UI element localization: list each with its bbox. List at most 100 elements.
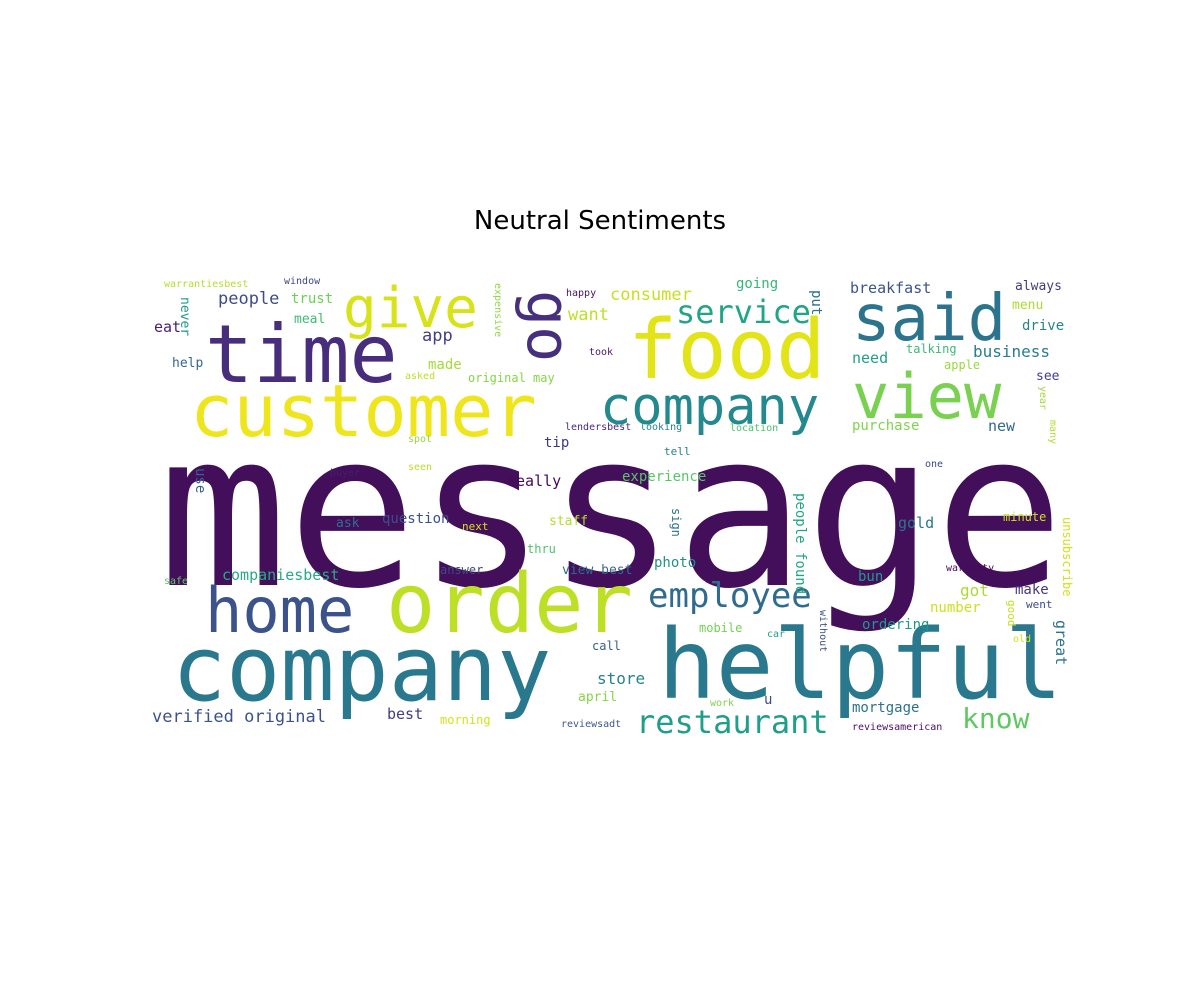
word-thru: thru (527, 542, 556, 556)
word-sign: sign (669, 508, 683, 537)
word-minute: minute (1003, 510, 1046, 524)
word-window: window (284, 276, 321, 287)
word-company: company (600, 377, 819, 437)
word-spot: spot (408, 434, 432, 445)
word-give: give (343, 276, 478, 341)
word-help: help (172, 356, 203, 371)
word-message: message (158, 385, 1064, 636)
word-safe: safe (164, 576, 188, 587)
word-business: business (973, 342, 1050, 361)
word-staff: staff (549, 514, 588, 529)
word-really: really (507, 472, 561, 490)
word-made: made (428, 357, 462, 373)
word-purchase: purchase (852, 418, 919, 434)
word-verified-original: verified original (152, 707, 326, 727)
word-go: go (513, 290, 583, 362)
word-employee: employee (648, 576, 812, 616)
word-happy: happy (566, 288, 596, 299)
word-menu: menu (1012, 298, 1043, 313)
word-location: location (730, 423, 778, 434)
word-gold: gold (898, 514, 934, 532)
word-old: old (1013, 634, 1031, 645)
word-warrantiesbest: warrantiesbest (164, 279, 248, 290)
word-number: number (930, 600, 981, 616)
word-companiesbest: companiesbest (222, 566, 339, 584)
word-home: home (205, 574, 354, 647)
word-know: know (962, 702, 1030, 735)
word-tip: tip (544, 435, 569, 451)
word-new: new (988, 417, 1016, 435)
word-company: company (172, 617, 551, 722)
word-want: want (568, 305, 609, 325)
word-u: u (764, 692, 772, 708)
word-never: never (177, 297, 192, 336)
word-tell: tell (664, 445, 691, 458)
word-put: put (808, 290, 824, 315)
word-people-found: people found (792, 493, 808, 594)
word-got: got (960, 581, 989, 600)
word-use: use (192, 468, 208, 493)
word-took: took (589, 347, 613, 358)
word-time: time (205, 308, 398, 401)
word-need: need (852, 349, 888, 367)
word-question: question (382, 511, 449, 527)
word-order: order (386, 557, 633, 652)
word-see: see (1036, 369, 1060, 384)
word-without: without (817, 610, 828, 652)
word-app: app (422, 326, 453, 346)
word-answer: answer (440, 563, 483, 577)
word-ask: ask (336, 516, 360, 531)
word-customer: customer (190, 369, 537, 453)
word-mortgage: mortgage (852, 700, 919, 716)
word-buyer: buyer (330, 468, 360, 479)
word-year: year (1037, 386, 1048, 410)
word-view-best: view best (562, 563, 632, 578)
word-restaurant: restaurant (636, 703, 829, 741)
word-make: make (1015, 582, 1049, 598)
word-morning: morning (440, 713, 491, 727)
word-food: food (628, 303, 825, 398)
chart-title: Neutral Sentiments (473, 206, 727, 236)
word-best: best (387, 705, 423, 723)
word-mobile: mobile (699, 621, 742, 635)
word-reviewsadt: reviewsadt (561, 719, 621, 730)
word-said: said (852, 282, 1006, 356)
word-one: one (925, 459, 943, 470)
word-service: service (676, 293, 811, 331)
word-meal: meal (294, 312, 325, 327)
word-good: good (1005, 600, 1018, 627)
word-original-may: original may (468, 371, 555, 385)
word-consumer: consumer (610, 285, 692, 305)
word-went: went (1026, 598, 1053, 611)
word-talking: talking (906, 342, 957, 356)
word-call: call (592, 639, 621, 653)
word-helpful: helpful (658, 609, 1063, 721)
word-reviewsamerican: reviewsamerican (852, 722, 942, 733)
word-many: many (1047, 420, 1058, 444)
word-looking: looking (640, 422, 682, 433)
word-next: next (462, 520, 489, 533)
word-view: view (852, 360, 1002, 433)
word-unsubscribe: unsubscribe (1060, 517, 1074, 596)
word-april: april (578, 690, 617, 705)
word-drive: drive (1022, 318, 1064, 334)
word-eat: eat (154, 318, 181, 336)
word-trust: trust (291, 291, 333, 307)
word-store: store (597, 669, 645, 688)
word-people: people (218, 289, 279, 309)
word-experience: experience (622, 469, 706, 485)
word-seen: seen (408, 462, 432, 473)
word-asked: asked (405, 371, 435, 382)
word-expensive: expensive (492, 283, 503, 337)
word-breakfast: breakfast (850, 279, 931, 297)
word-apple: apple (944, 358, 980, 372)
word-lendersbest: lendersbest (565, 422, 631, 433)
word-car: car (767, 629, 785, 640)
word-work: work (710, 698, 734, 709)
word-great: great (1052, 620, 1070, 665)
word-ordering: ordering (862, 617, 929, 633)
word-bun: bun (858, 569, 883, 585)
word-warranty: warranty (946, 563, 994, 574)
word-always: always (1015, 279, 1062, 294)
